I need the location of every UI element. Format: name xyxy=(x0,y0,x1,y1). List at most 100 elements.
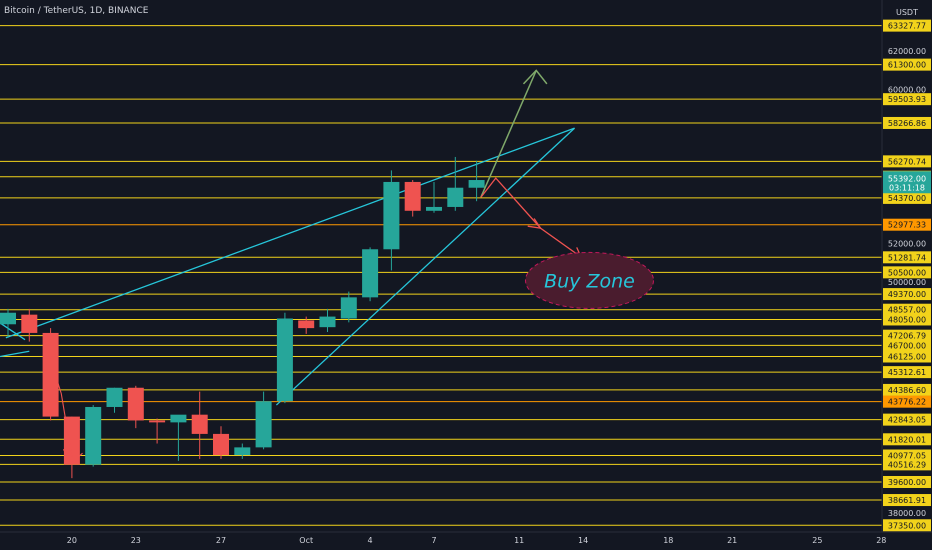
x-tick-label: 20 xyxy=(67,536,77,545)
level-price-label: 51281.74 xyxy=(888,253,926,262)
trend-left-segment xyxy=(0,350,30,358)
level-price-tag xyxy=(883,329,931,342)
level-price-tag xyxy=(883,339,931,352)
level-price-label: 42843.05 xyxy=(888,416,926,425)
current-price-label: 55392.00 xyxy=(888,174,926,183)
level-price-label: 40516.29 xyxy=(888,460,926,469)
level-price-tag xyxy=(883,475,931,488)
level-price-tag xyxy=(883,519,931,532)
level-price-label: 43776.22 xyxy=(888,398,926,407)
y-tick-label: 38000.00 xyxy=(888,509,926,518)
drawn-arrow-left xyxy=(43,339,73,458)
buy-zone-annotation[interactable]: Buy Zone xyxy=(524,251,654,309)
level-price-tag xyxy=(883,433,931,446)
projection-up-head xyxy=(522,69,548,85)
level-price-tag xyxy=(883,395,931,408)
level-price-label: 38661.91 xyxy=(888,496,926,505)
candle-body xyxy=(426,206,442,211)
candle-body xyxy=(106,387,123,407)
candle-body xyxy=(383,181,400,250)
candle-body xyxy=(21,314,38,333)
x-tick-label: Oct xyxy=(299,536,313,545)
x-tick-label: 25 xyxy=(812,536,822,545)
candle-body xyxy=(213,433,229,456)
level-price-label: 47206.79 xyxy=(888,332,926,341)
candle-body xyxy=(42,332,59,417)
level-price-label: 44386.60 xyxy=(888,386,926,395)
level-price-label: 49370.00 xyxy=(888,290,926,299)
candle-body xyxy=(298,320,315,329)
currency-tag xyxy=(894,7,920,17)
level-price-tag xyxy=(883,218,931,231)
x-tick-label: 23 xyxy=(131,536,141,545)
candle-body xyxy=(468,180,485,188)
candle-body xyxy=(191,414,208,434)
level-price-label: 63327.77 xyxy=(888,22,926,31)
level-price-label: 58266.86 xyxy=(888,119,926,128)
x-tick-label: 27 xyxy=(216,536,226,545)
level-price-tag xyxy=(883,155,931,168)
candle-body xyxy=(340,297,357,319)
level-price-tag xyxy=(883,366,931,379)
projection-down-line xyxy=(480,177,582,258)
candle-body xyxy=(127,387,144,421)
level-price-label: 46700.00 xyxy=(888,341,926,350)
candle-body xyxy=(447,187,464,207)
level-price-tag xyxy=(883,19,931,32)
candle-body xyxy=(255,401,272,448)
x-tick-label: 28 xyxy=(876,536,886,545)
buy-zone-ellipse xyxy=(524,251,654,309)
y-tick-label: 52000.00 xyxy=(888,239,926,248)
level-price-label: 45312.61 xyxy=(888,368,926,377)
level-price-tag xyxy=(883,413,931,426)
level-price-label: 39600.00 xyxy=(888,478,926,487)
x-tick-label: 11 xyxy=(514,536,524,545)
candle-body xyxy=(404,181,421,211)
level-price-label: 40977.05 xyxy=(888,452,926,461)
level-price-label: 52977.33 xyxy=(888,221,926,230)
candle-body xyxy=(170,414,187,423)
y-tick-label: 62000.00 xyxy=(888,47,926,56)
symbol-title: Bitcoin / TetherUS, 1D, BINANCE xyxy=(4,6,149,16)
drawn-arrow-left-head xyxy=(62,449,83,464)
time-axis-background xyxy=(0,532,932,550)
countdown-label: 03:11:18 xyxy=(889,183,925,192)
candle-body xyxy=(319,316,336,328)
horizontal-levels xyxy=(0,25,882,526)
level-price-tag xyxy=(883,116,931,129)
level-price-tag xyxy=(883,313,931,326)
level-price-tag xyxy=(883,288,931,301)
x-tick-label: 21 xyxy=(727,536,737,545)
candle-body xyxy=(0,312,16,325)
level-price-label: 48557.00 xyxy=(888,306,926,315)
price-axis[interactable]: 62000.00 60000.00 52000.00 50000.00 38000.00… xyxy=(881,0,932,550)
x-tick-label: 4 xyxy=(368,536,373,545)
time-axis[interactable]: 20 23 27 Oct 4 7 11 14 18 21 25 28 xyxy=(0,531,932,550)
x-tick-label: 7 xyxy=(431,536,436,545)
level-price-label: 37350.00 xyxy=(888,521,926,530)
candle-body xyxy=(85,406,102,465)
upper-trendline xyxy=(5,127,575,339)
level-price-label: 56270.74 xyxy=(888,157,926,166)
level-price-label: 48050.00 xyxy=(888,315,926,324)
current-price-tag xyxy=(883,171,931,194)
level-price-tag xyxy=(883,58,931,71)
candlesticks xyxy=(0,156,485,479)
level-price-label: 54370.00 xyxy=(888,194,926,203)
buy-zone-label: Buy Zone xyxy=(544,270,635,292)
level-price-tag xyxy=(883,350,931,363)
level-price-label: 50500.00 xyxy=(888,268,926,277)
projection-up-line xyxy=(480,70,537,198)
level-price-tag xyxy=(883,251,931,264)
candle-body xyxy=(234,447,251,456)
level-price-label: 41820.01 xyxy=(888,435,926,444)
candle-body xyxy=(63,416,80,465)
level-price-label: 59503.93 xyxy=(888,95,926,104)
candle-body xyxy=(149,420,166,423)
level-price-label: 46125.00 xyxy=(888,352,926,361)
currency-label: USDT xyxy=(896,8,918,17)
y-tick-label: 50000.00 xyxy=(888,278,926,287)
lower-trendline xyxy=(275,127,576,406)
